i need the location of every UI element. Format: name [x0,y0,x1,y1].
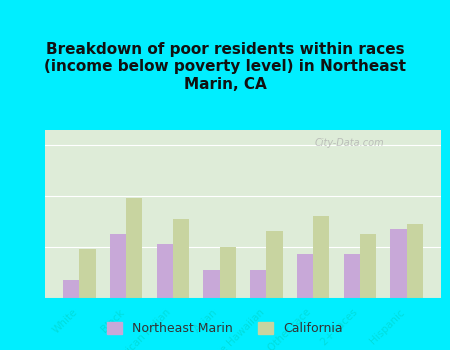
Bar [220,247,236,298]
Bar [250,270,266,298]
Bar [266,231,283,298]
Bar [63,280,79,298]
Bar [203,270,220,298]
Bar [313,216,329,298]
Bar [173,219,189,298]
Bar [79,249,96,298]
Bar [126,198,143,298]
Bar [157,244,173,298]
Bar [407,224,423,298]
Text: City-Data.com: City-Data.com [314,138,384,148]
Bar [297,254,313,298]
Bar [390,229,407,298]
Bar [110,234,126,298]
Bar [343,254,360,298]
Legend: Northeast Marin, California: Northeast Marin, California [102,317,348,340]
Bar [360,234,376,298]
Text: Breakdown of poor residents within races
(income below poverty level) in Northea: Breakdown of poor residents within races… [44,42,406,92]
